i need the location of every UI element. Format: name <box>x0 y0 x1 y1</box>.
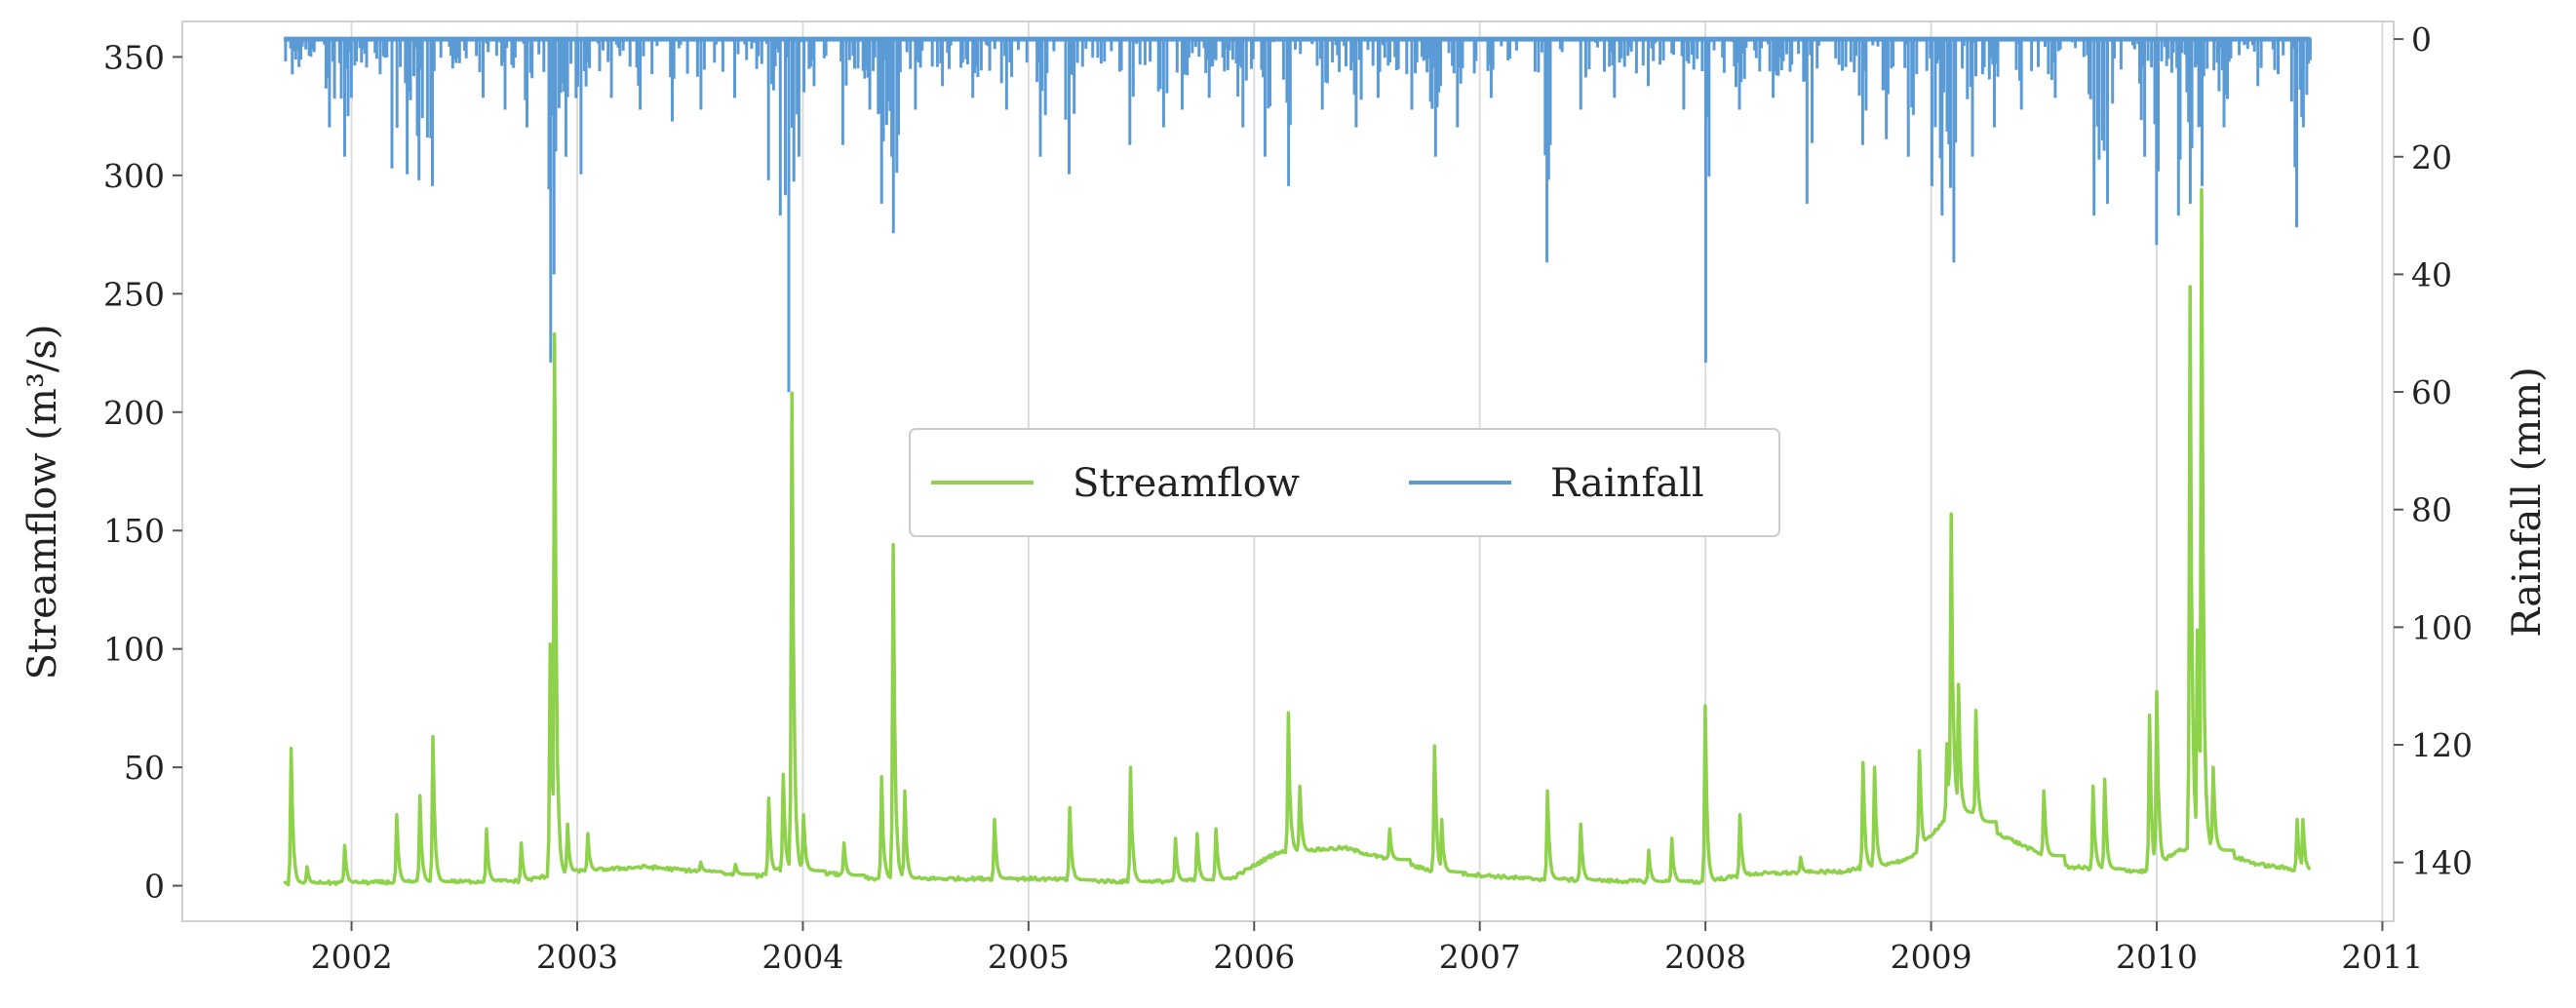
x-tick-label: 2008 <box>1664 938 1746 976</box>
legend-frame <box>909 428 1780 537</box>
y2-tick-label: 100 <box>2411 608 2473 646</box>
y2-tick-label: 60 <box>2411 373 2452 411</box>
x-tick-label: 2005 <box>988 938 1070 976</box>
rainfall-series <box>284 36 2312 393</box>
x-tick-label: 2011 <box>2341 938 2423 976</box>
x-axis-ticks: 2002 2003 2004 2005 2006 2007 2008 2009 2010 2011 <box>311 921 2423 976</box>
legend-streamflow-label: Streamflow <box>1073 461 1300 506</box>
y-tick-label: 250 <box>103 275 165 313</box>
y-tick-label: 0 <box>144 868 165 906</box>
y-tick-label: 200 <box>103 394 165 432</box>
x-tick-label: 2006 <box>1213 938 1295 976</box>
y-tick-label: 150 <box>103 512 165 550</box>
legend: Streamflow Rainfall <box>909 428 1780 537</box>
y2-tick-label: 80 <box>2411 491 2452 529</box>
y2-tick-label: 120 <box>2411 726 2473 764</box>
x-tick-label: 2003 <box>536 938 618 976</box>
y2-tick-label: 40 <box>2411 255 2452 293</box>
y-axis-ticks: 0 50 100 150 200 250 300 350 <box>103 38 182 906</box>
rainfall-line <box>284 37 2312 393</box>
plot-frame <box>181 20 2395 922</box>
x-tick-label: 2004 <box>761 938 843 976</box>
y2-tick-label: 20 <box>2411 138 2452 176</box>
y-tick-label: 50 <box>124 749 165 787</box>
x-tick-label: 2002 <box>311 938 393 976</box>
y-tick-label: 100 <box>103 631 165 669</box>
y2-axis-ticks: 0 20 40 60 80 100 120 140 <box>2394 20 2473 882</box>
x-tick-label: 2010 <box>2116 938 2198 976</box>
x-tick-label: 2009 <box>1891 938 1972 976</box>
y-axis-title: Streamflow (m³/s) <box>20 325 65 680</box>
y2-tick-label: 0 <box>2411 20 2432 58</box>
y-tick-label: 300 <box>103 157 165 195</box>
streamflow-line <box>283 187 2312 887</box>
legend-rainfall-label: Rainfall <box>1550 461 1704 506</box>
x-tick-label: 2007 <box>1439 938 1521 976</box>
y2-tick-label: 140 <box>2411 844 2473 882</box>
y2-axis-title: Rainfall (mm) <box>2505 367 2550 637</box>
y-tick-label: 350 <box>103 38 165 76</box>
streamflow-series <box>283 187 2312 887</box>
